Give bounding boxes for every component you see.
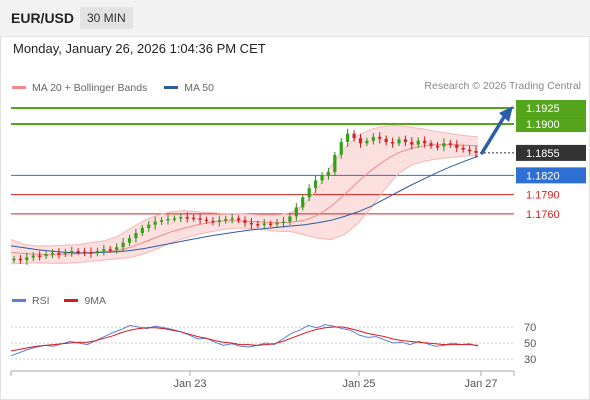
legend-label-9ma: 9MA [84,294,107,307]
price-legend: MA 20 + Bollinger Bands MA 50 [12,80,228,94]
legend-item-ma20: MA 20 + Bollinger Bands [12,82,147,94]
legend-label-ma50: MA 50 [184,81,214,94]
legend-label-ma20: MA 20 + Bollinger Bands [32,81,148,94]
timeframe-badge[interactable]: 30 MIN [80,7,133,29]
legend-label-rsi: RSI [32,294,50,307]
chart-header: EUR/USD 30 MIN [0,0,590,37]
legend-item-9ma: 9MA [64,295,106,307]
legend-swatch-ma50 [164,86,179,89]
legend-swatch-ma20 [12,86,26,89]
legend-swatch-rsi [12,299,26,302]
legend-swatch-9ma [64,299,79,302]
credit-text: Research © 2026 Trading Central [424,80,581,92]
timestamp: Monday, January 26, 2026 1:04:36 PM CET [13,41,266,56]
legend-item-rsi: RSI [12,295,50,307]
symbol-title: EUR/USD [11,10,75,26]
legend-item-ma50: MA 50 [164,82,214,94]
rsi-legend: RSI 9MA [12,293,118,307]
